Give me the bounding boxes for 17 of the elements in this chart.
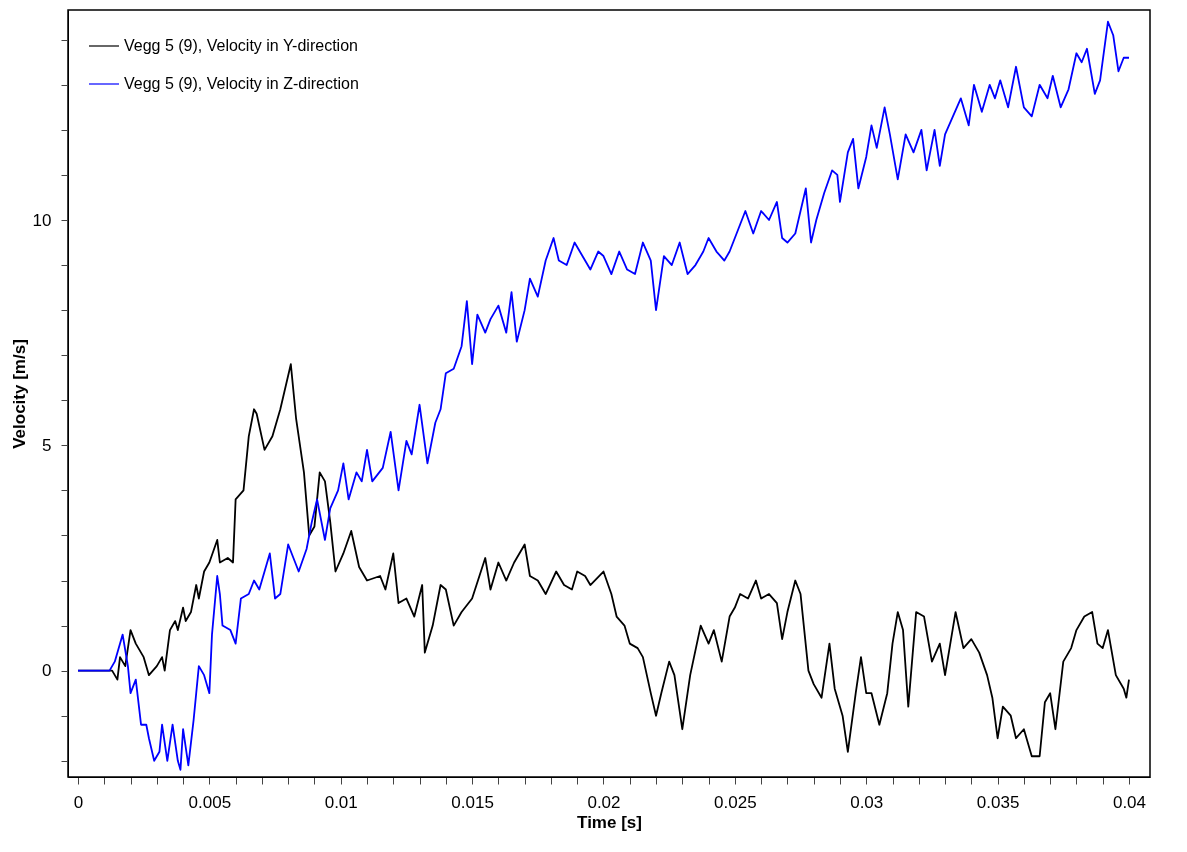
x-tick-label: 0.02 [587,792,621,812]
x-tick-label: 0.04 [1112,792,1147,812]
y-axis-title: Velocity [m/s] [9,339,29,449]
x-tick-label: 0.01 [324,792,358,812]
x-tick-label: 0 [73,792,84,812]
y-tick-label: 0 [42,661,52,681]
y-tick-label: 10 [32,210,52,230]
legend-label: Vegg 5 (9), Velocity in Z-direction [124,75,359,92]
x-tick-label: 0.03 [850,792,884,812]
x-tick-label: 0.035 [976,792,1020,812]
x-axis-title: Time [s] [577,812,642,832]
y-tick-label: 5 [42,435,52,455]
x-tick-label: 0.005 [188,792,232,812]
x-tick-label: 0.015 [451,792,494,812]
legend-label: Vegg 5 (9), Velocity in Y-direction [124,37,358,54]
line-series [77,20,1130,771]
x-tick-label: 0.025 [714,792,757,812]
